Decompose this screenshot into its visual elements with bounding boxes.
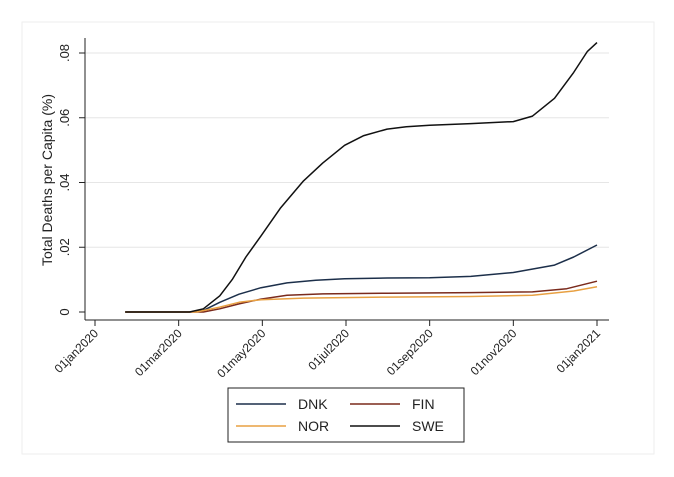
series-line-nor [125, 285, 598, 313]
series-lines [125, 42, 598, 313]
plot-area [85, 38, 609, 320]
legend: DNK FIN NOR SWE [227, 387, 465, 443]
series-line-fin [125, 280, 598, 313]
y-tick-label: .06 [57, 109, 72, 127]
y-axis-label: Total Deaths per Capita (%) [39, 94, 55, 266]
y-tick-label: .02 [57, 238, 72, 256]
series-line-swe [125, 42, 598, 313]
legend-label-dnk: DNK [298, 396, 328, 412]
legend-label-fin: FIN [412, 396, 435, 412]
y-tick-label: .08 [57, 44, 72, 62]
legend-label-nor: NOR [298, 418, 329, 434]
y-tick-label: 0 [57, 308, 72, 315]
series-line-dnk [125, 244, 598, 313]
y-tick-label: .04 [57, 173, 72, 191]
legend-label-swe: SWE [412, 418, 444, 434]
legend-box [227, 387, 465, 443]
grid-lines [85, 52, 609, 248]
